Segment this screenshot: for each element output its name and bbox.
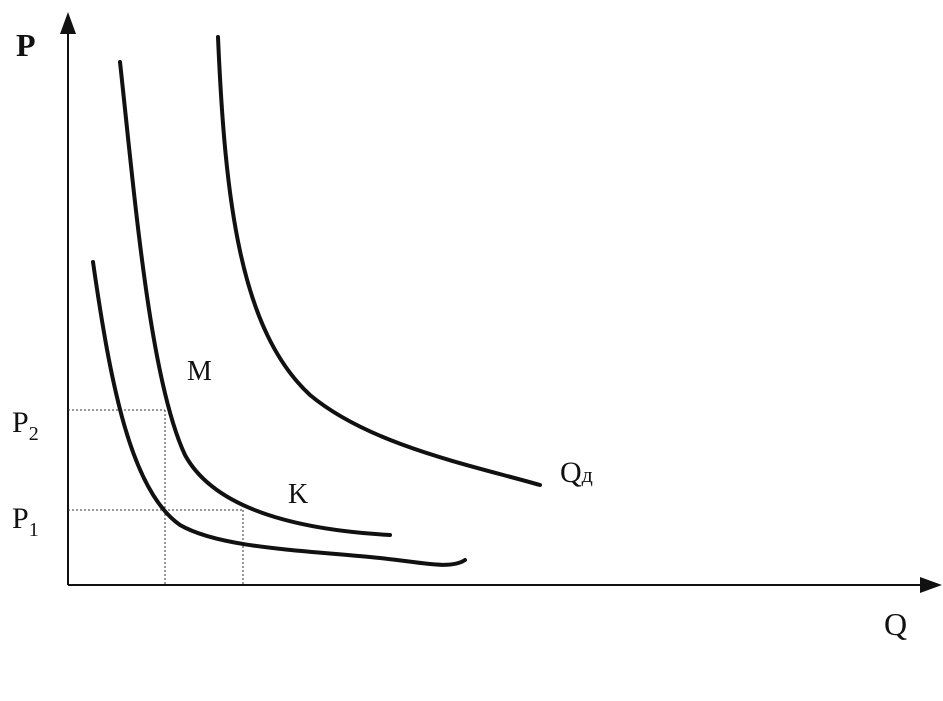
y-axis-label: P: [16, 27, 36, 63]
curve-label: Qд: [560, 456, 593, 489]
label-part: Q: [560, 456, 582, 489]
curve-label: M: [187, 356, 212, 387]
label-part: д: [582, 462, 593, 487]
curve-label: K: [288, 479, 308, 510]
x-arrow: [920, 577, 942, 593]
level-label: P2: [12, 406, 39, 445]
label-part: 2: [29, 423, 39, 445]
label-part: P: [12, 502, 29, 535]
y-arrow: [60, 12, 76, 34]
curve: [91, 260, 467, 567]
x-axis-label: Q: [884, 606, 907, 642]
curve: [118, 60, 392, 537]
label-part: P: [12, 406, 29, 439]
level-label: P1: [12, 502, 39, 541]
curve: [216, 35, 542, 487]
label-part: 1: [29, 519, 39, 541]
